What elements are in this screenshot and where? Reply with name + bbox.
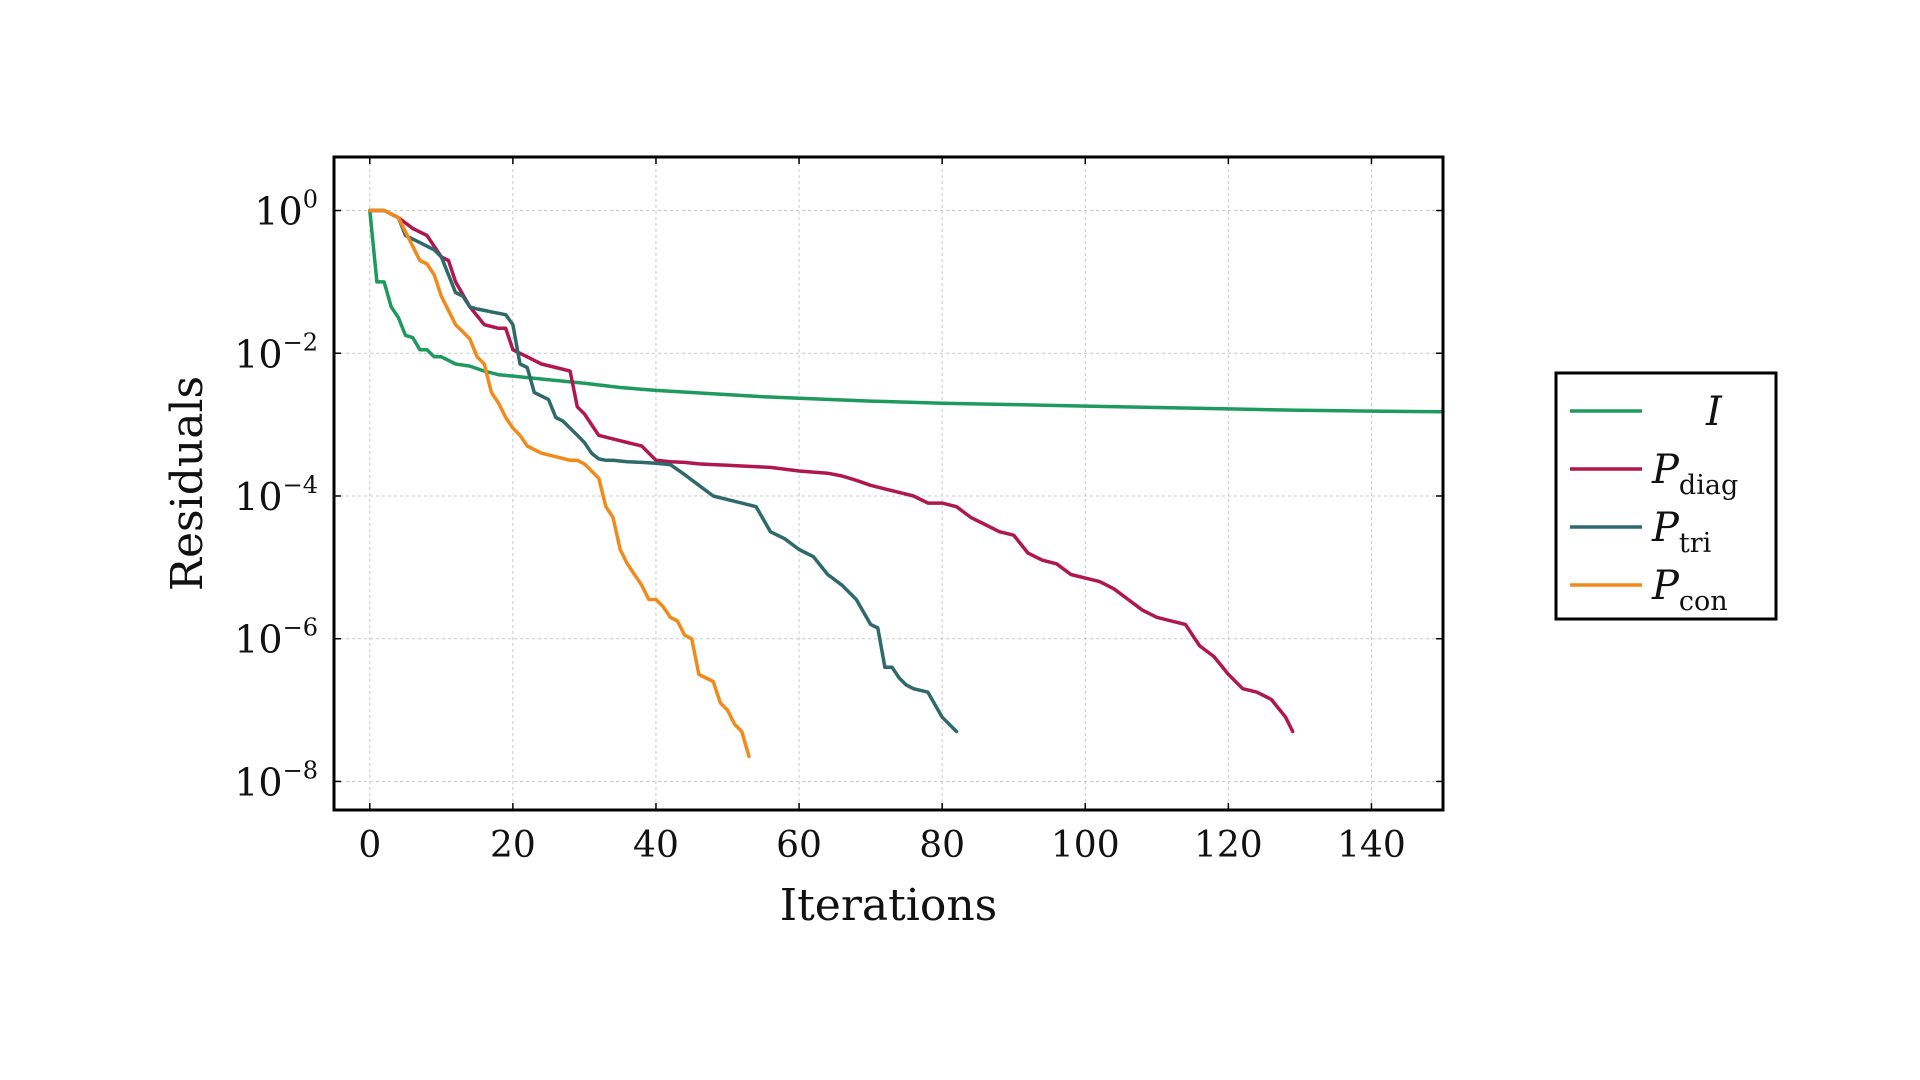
y-tick-exponent: 0 [303, 186, 318, 214]
y-tick-exponent: −2 [283, 328, 318, 356]
y-tick-label: 10−2 [234, 328, 318, 376]
legend-entry-subscript: con [1679, 586, 1728, 617]
x-tick-label: 60 [776, 825, 822, 866]
legend-entry-name: P [1651, 563, 1680, 609]
y-tick-base: 10 [234, 618, 282, 662]
y-tick-label: 10−8 [234, 756, 318, 804]
y-tick-label: 100 [254, 186, 318, 234]
y-tick-base: 10 [254, 190, 302, 234]
legend-entry: Pdiag [1651, 447, 1738, 501]
x-tick-label: 120 [1194, 825, 1263, 866]
series-line-tri [368, 208, 959, 734]
x-tick-label: 80 [919, 825, 965, 866]
y-tick-base: 10 [234, 332, 282, 376]
x-tick-label: 140 [1337, 825, 1406, 866]
series-lines [368, 208, 1445, 759]
y-axis-title: Residuals [162, 376, 213, 591]
y-tick-exponent: −8 [283, 756, 318, 784]
y-tick-label: 10−4 [234, 471, 318, 519]
legend-entry-name: P [1651, 447, 1680, 493]
plot-frame [332, 155, 1445, 812]
grid [334, 157, 1443, 810]
x-tick-label: 0 [358, 825, 381, 866]
legend-entry-name: P [1651, 505, 1680, 551]
x-axis-title: Iterations [780, 880, 998, 931]
legend-entry: Ptri [1651, 505, 1712, 559]
y-tick-exponent: −6 [283, 614, 318, 642]
x-tick-label: 20 [490, 825, 536, 866]
legend-entry: Pcon [1651, 563, 1728, 617]
y-tick-base: 10 [234, 475, 282, 519]
y-tick-exponent: −4 [283, 471, 318, 499]
series-line-identity [368, 208, 1445, 414]
y-tick-base: 10 [234, 760, 282, 804]
x-tick-label: 100 [1051, 825, 1120, 866]
legend-entry-subscript: diag [1679, 470, 1738, 501]
series-line-con [368, 208, 751, 759]
y-tick-label: 10−6 [234, 614, 318, 662]
legend-box [1554, 371, 1778, 621]
x-tick-label: 40 [633, 825, 679, 866]
series-line-diag [368, 208, 1295, 734]
legend-entry: I [1705, 389, 1723, 435]
legend-entry-subscript: tri [1679, 528, 1712, 559]
legend-entry-name: I [1705, 389, 1723, 435]
